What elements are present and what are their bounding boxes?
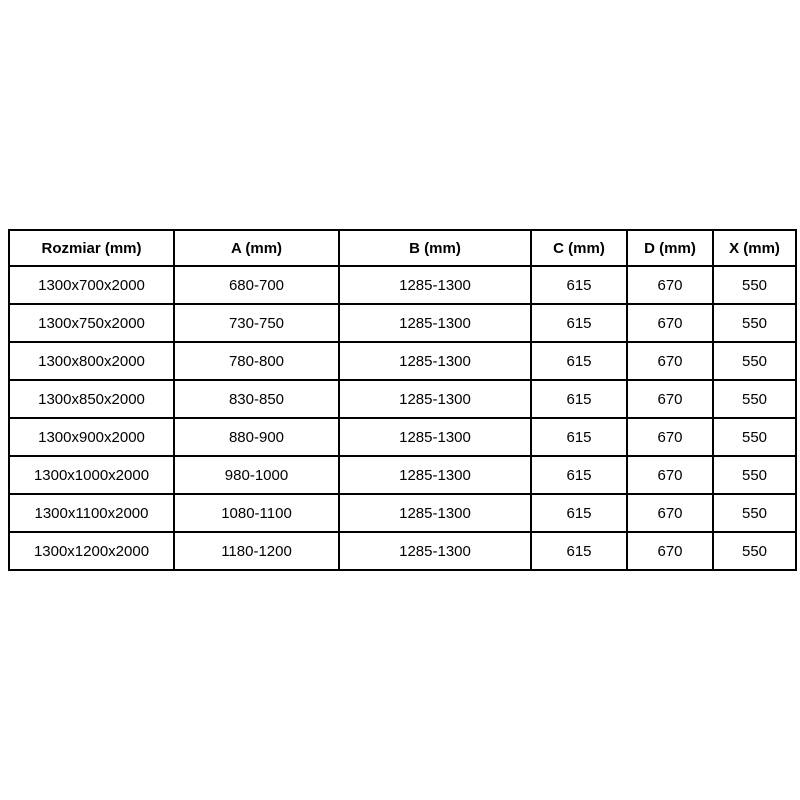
cell-x: 550 (712, 531, 797, 571)
cell-a: 730-750 (173, 303, 340, 343)
cell-d: 670 (626, 341, 714, 381)
table-row: 1300x850x2000 830-850 1285-1300 615 670 … (8, 379, 797, 419)
cell-c: 615 (530, 455, 628, 495)
cell-rozmiar: 1300x850x2000 (8, 379, 175, 419)
cell-d: 670 (626, 531, 714, 571)
header-d: D (mm) (626, 229, 714, 267)
cell-c: 615 (530, 493, 628, 533)
cell-x: 550 (712, 341, 797, 381)
cell-x: 550 (712, 493, 797, 533)
cell-b: 1285-1300 (338, 455, 532, 495)
cell-x: 550 (712, 303, 797, 343)
table-row: 1300x700x2000 680-700 1285-1300 615 670 … (8, 265, 797, 305)
table-header-row: Rozmiar (mm) A (mm) B (mm) C (mm) D (mm)… (8, 229, 797, 267)
cell-x: 550 (712, 265, 797, 305)
header-x: X (mm) (712, 229, 797, 267)
cell-rozmiar: 1300x1100x2000 (8, 493, 175, 533)
cell-b: 1285-1300 (338, 417, 532, 457)
cell-rozmiar: 1300x1000x2000 (8, 455, 175, 495)
cell-a: 980-1000 (173, 455, 340, 495)
table-row: 1300x750x2000 730-750 1285-1300 615 670 … (8, 303, 797, 343)
cell-a: 1180-1200 (173, 531, 340, 571)
cell-b: 1285-1300 (338, 493, 532, 533)
cell-d: 670 (626, 303, 714, 343)
cell-a: 780-800 (173, 341, 340, 381)
cell-x: 550 (712, 455, 797, 495)
cell-x: 550 (712, 379, 797, 419)
cell-b: 1285-1300 (338, 303, 532, 343)
cell-b: 1285-1300 (338, 265, 532, 305)
cell-b: 1285-1300 (338, 341, 532, 381)
cell-b: 1285-1300 (338, 379, 532, 419)
cell-a: 880-900 (173, 417, 340, 457)
table-row: 1300x900x2000 880-900 1285-1300 615 670 … (8, 417, 797, 457)
header-c: C (mm) (530, 229, 628, 267)
cell-rozmiar: 1300x1200x2000 (8, 531, 175, 571)
cell-b: 1285-1300 (338, 531, 532, 571)
cell-rozmiar: 1300x700x2000 (8, 265, 175, 305)
header-b: B (mm) (338, 229, 532, 267)
cell-c: 615 (530, 379, 628, 419)
table-row: 1300x1100x2000 1080-1100 1285-1300 615 6… (8, 493, 797, 533)
cell-c: 615 (530, 265, 628, 305)
cell-d: 670 (626, 379, 714, 419)
cell-c: 615 (530, 531, 628, 571)
cell-rozmiar: 1300x750x2000 (8, 303, 175, 343)
dimensions-table: Rozmiar (mm) A (mm) B (mm) C (mm) D (mm)… (8, 229, 797, 571)
cell-a: 1080-1100 (173, 493, 340, 533)
header-rozmiar: Rozmiar (mm) (8, 229, 175, 267)
header-a: A (mm) (173, 229, 340, 267)
cell-rozmiar: 1300x800x2000 (8, 341, 175, 381)
table-row: 1300x800x2000 780-800 1285-1300 615 670 … (8, 341, 797, 381)
cell-d: 670 (626, 265, 714, 305)
cell-d: 670 (626, 493, 714, 533)
cell-a: 830-850 (173, 379, 340, 419)
table-row: 1300x1200x2000 1180-1200 1285-1300 615 6… (8, 531, 797, 571)
cell-d: 670 (626, 417, 714, 457)
cell-c: 615 (530, 417, 628, 457)
cell-rozmiar: 1300x900x2000 (8, 417, 175, 457)
table-row: 1300x1000x2000 980-1000 1285-1300 615 67… (8, 455, 797, 495)
cell-c: 615 (530, 303, 628, 343)
cell-a: 680-700 (173, 265, 340, 305)
cell-x: 550 (712, 417, 797, 457)
cell-d: 670 (626, 455, 714, 495)
cell-c: 615 (530, 341, 628, 381)
